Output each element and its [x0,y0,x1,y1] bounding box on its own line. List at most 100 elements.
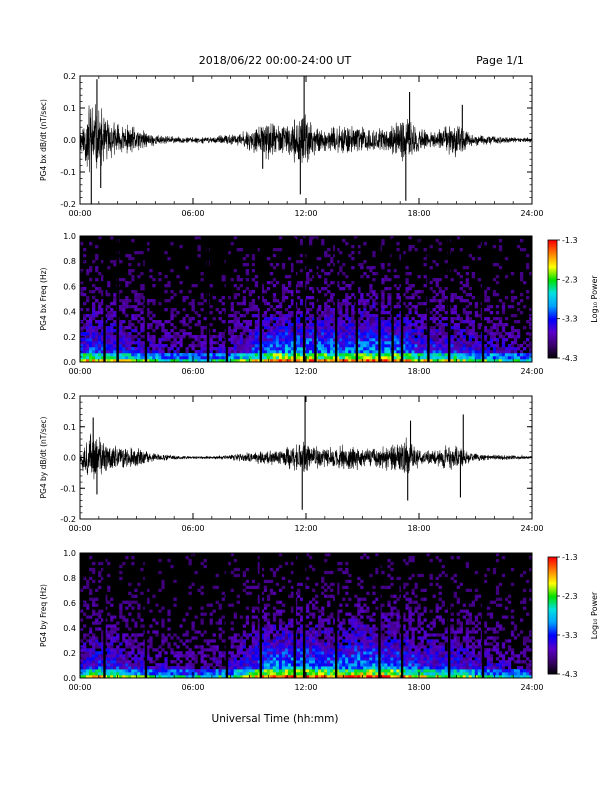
spectrogram-cell [363,675,367,679]
spectrogram-cell [254,344,259,348]
spectrogram-cell [339,326,343,330]
spectrogram-cell [86,344,90,348]
spectrogram-cell [122,648,126,652]
spectrogram-cell [275,356,280,360]
spectrogram-cell [113,615,117,619]
spectrogram-cell [459,317,463,321]
spectrogram-cell [251,651,256,655]
spectrogram-cell [501,329,506,333]
spectrogram-cell [360,645,364,649]
spectrogram-cell [86,341,90,345]
spectrogram-cell [420,317,424,321]
spectrogram-cell [122,278,126,282]
spectrogram-cell [170,666,174,670]
spectrogram-cell [321,609,325,613]
spectrogram-cell [516,332,521,336]
spectrogram-cell [167,627,171,631]
spectrogram-cell [387,353,391,357]
spectrogram-cell [453,350,457,354]
spectrogram-cell [275,630,280,634]
spectrogram-cell [233,660,237,664]
spectrogram-cell [128,263,132,267]
spectrogram-cell [363,323,367,327]
spectrogram-cell [309,666,313,670]
spectrogram-cell [330,663,334,667]
spectrogram-cell [296,356,301,360]
spectrogram-cell [438,338,442,342]
spectrogram-cell [257,314,262,318]
spectrogram-cell [522,359,527,363]
spectrogram-cell [336,281,340,285]
spectrogram-cell [351,350,355,354]
spectrogram-cell [330,329,334,333]
spectrogram-cell [324,633,328,637]
spectrogram-cell [191,582,195,587]
spectrogram-cell [245,359,250,363]
spectrogram-cell [266,639,271,643]
spectrogram-cell [387,287,391,291]
spectrogram-cell [83,293,87,297]
spectrogram-cell [137,615,141,619]
spectrogram-cell [498,323,503,327]
spectrogram-cell [321,338,325,342]
spectrogram-cell [92,603,96,607]
spectrogram-cell [369,335,373,339]
spectrogram-cell [474,347,479,351]
spectrogram-cell [269,669,274,673]
spectrogram-cell [206,669,210,673]
spectrogram-cell [336,591,340,595]
spectrogram-cell [122,335,126,339]
spectrogram-cell [369,308,373,312]
spectrogram-cell [257,633,262,637]
spectrogram-cell [146,311,150,315]
spectrogram-cell [197,323,201,327]
spectrogram-cell [330,648,334,652]
spectrogram-cell [188,353,192,357]
spectrogram-cell [83,636,87,640]
spectrogram-cell [354,657,358,661]
spectrogram-cell [239,326,244,330]
spectrogram-cell [86,347,90,351]
spectrogram-cell [462,335,466,339]
spectrogram-cell [290,651,295,655]
spectrogram-cell [306,359,310,363]
spectrogram-cell [245,660,250,664]
spectrogram-cell [278,323,283,327]
spectrogram-cell [260,633,265,637]
spectrogram-cell [275,281,280,285]
spectrogram-cell [450,335,454,339]
spectrogram-cell [107,356,111,360]
spectrogram-cell [239,332,244,336]
spectrogram-cell [327,311,331,315]
spectrogram-cell [519,272,524,276]
spectrogram-cell [296,627,301,631]
spectrogram-cell [492,278,497,282]
spectrogram-cell [372,305,376,309]
spectrogram-cell [306,669,310,673]
spectrogram-cell [125,675,129,679]
spectrogram-cell [80,287,84,291]
spectrogram-cell [119,609,123,613]
spectrogram-cell [155,657,159,661]
spectrogram-cell [176,311,180,315]
spectrogram-cell [318,615,322,619]
spectrogram-cell [92,296,96,300]
spectrogram-cell [327,633,331,637]
spectrogram-cell [212,296,216,300]
spectrogram-cell [95,627,99,631]
spectrogram-cell [191,654,195,658]
spectrogram-cell [218,299,222,303]
spectrogram-cell [417,326,421,330]
spectrogram-cell [348,296,352,300]
spectrogram-cell [429,281,433,285]
spectrogram-cell [438,242,442,246]
spectrogram-cell [522,356,527,360]
spectrogram-cell [345,293,349,297]
spectrogram-cell [351,630,355,634]
spectrogram-cell [167,666,171,670]
spectrogram-cell [263,669,268,673]
spectrogram-cell [438,302,442,306]
spectrogram-cell [450,299,454,303]
by-timeseries-panel: 0.20.10.0-0.1-0.200:00 06:00 12:00 18:00 24:… [39,392,544,533]
spectrogram-cell [354,669,358,673]
